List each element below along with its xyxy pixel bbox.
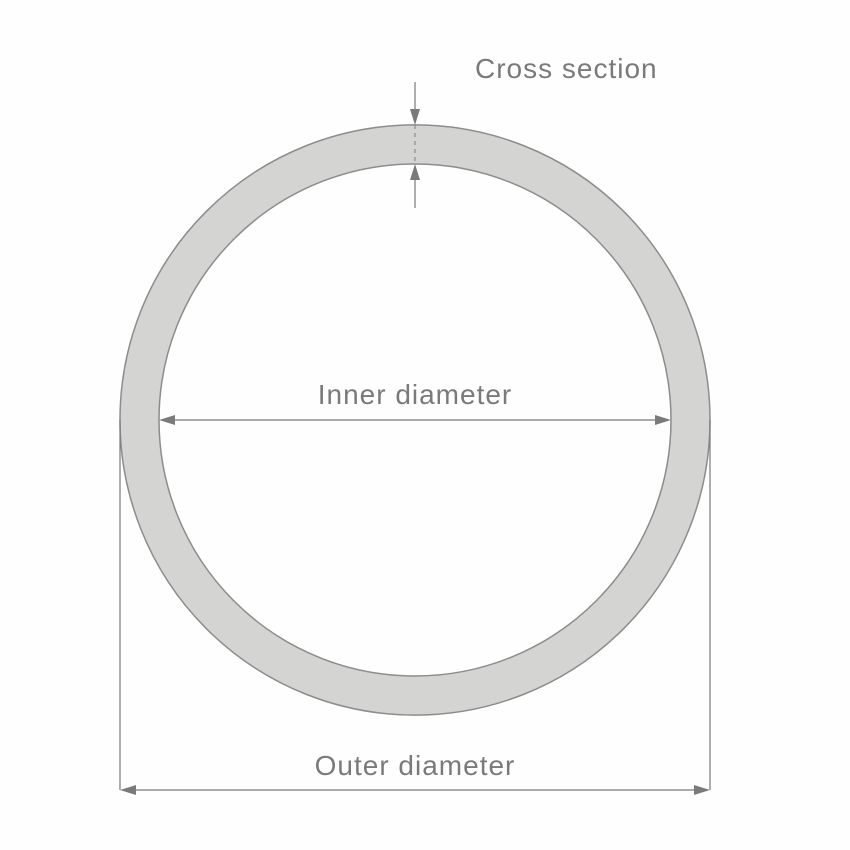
inner-diameter-indicator — [159, 415, 671, 425]
inner-diameter-label: Inner diameter — [318, 379, 513, 410]
cross-section-label: Cross section — [475, 53, 658, 84]
outer-diameter-label: Outer diameter — [315, 750, 516, 781]
oring-diagram: Cross section Inner diameter Outer diame… — [0, 0, 850, 850]
